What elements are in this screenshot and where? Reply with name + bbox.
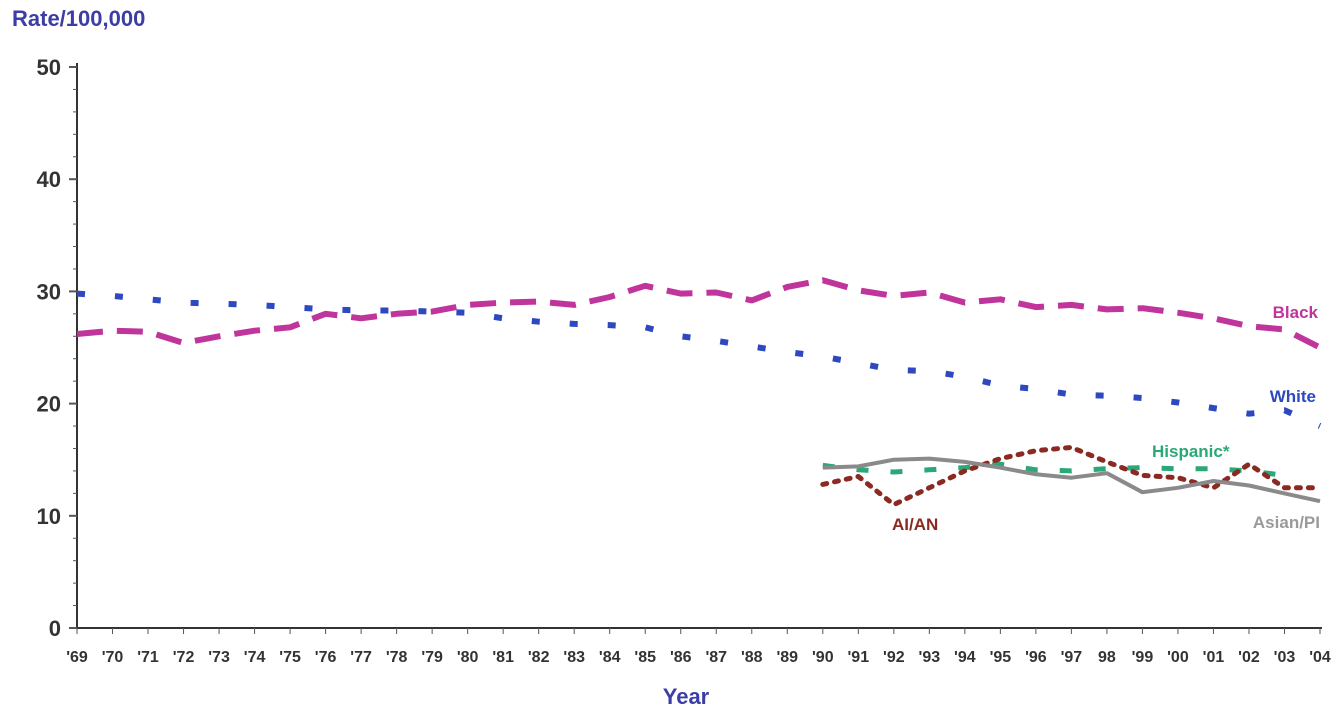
x-tick-label: '85 bbox=[634, 649, 656, 666]
x-tick-label: '00 bbox=[1167, 649, 1189, 666]
series-line-black bbox=[76, 277, 1322, 351]
x-tick-label: '78 bbox=[386, 649, 408, 666]
x-tick-label: '73 bbox=[208, 649, 230, 666]
series-label-asian-pi: Asian/PI bbox=[1253, 513, 1320, 532]
x-tick-label: '79 bbox=[421, 649, 443, 666]
x-tick-label: 98 bbox=[1098, 649, 1116, 666]
series-line-hispanic bbox=[822, 461, 1285, 478]
y-tick-label: 50 bbox=[37, 55, 61, 80]
x-tick-label: '72 bbox=[173, 649, 195, 666]
x-tick-label: '69 bbox=[66, 649, 88, 666]
x-tick-label: '88 bbox=[741, 649, 763, 666]
x-tick-label: '01 bbox=[1203, 649, 1225, 666]
y-tick-label: 40 bbox=[37, 167, 61, 192]
x-tick-label: '84 bbox=[599, 649, 621, 666]
y-tick-label: 10 bbox=[37, 504, 61, 529]
x-axis-title: Year bbox=[662, 684, 710, 709]
x-tick-label: '80 bbox=[457, 649, 479, 666]
x-tick-label: '03 bbox=[1274, 649, 1296, 666]
x-tick-label: '96 bbox=[1025, 649, 1047, 666]
y-tick-label: 0 bbox=[49, 616, 61, 641]
x-tick-label: '75 bbox=[279, 649, 301, 666]
x-tick-label: '97 bbox=[1061, 649, 1083, 666]
x-tick-label: '87 bbox=[705, 649, 727, 666]
series-line-white bbox=[76, 290, 1322, 429]
x-tick-label: '91 bbox=[848, 649, 870, 666]
y-tick-label: 20 bbox=[37, 392, 61, 417]
series-label-ai-an: AI/AN bbox=[892, 515, 938, 534]
x-tick-label: '94 bbox=[954, 649, 976, 666]
x-tick-label: '90 bbox=[812, 649, 834, 666]
x-tick-label: '81 bbox=[492, 649, 514, 666]
x-tick-label: '04 bbox=[1309, 649, 1331, 666]
x-tick-label: '77 bbox=[350, 649, 372, 666]
x-tick-label: '71 bbox=[137, 649, 159, 666]
x-tick-label: '82 bbox=[528, 649, 550, 666]
x-tick-label: '02 bbox=[1238, 649, 1260, 666]
x-tick-label: '95 bbox=[990, 649, 1012, 666]
series-label-black: Black bbox=[1273, 303, 1319, 322]
x-tick-label: '76 bbox=[315, 649, 337, 666]
x-tick-label: '70 bbox=[102, 649, 124, 666]
y-tick-label: 30 bbox=[37, 279, 61, 304]
series-label-white: White bbox=[1270, 387, 1316, 406]
x-tick-label: '74 bbox=[244, 649, 266, 666]
series-line-asian-pi bbox=[822, 456, 1321, 504]
series-label-hispanic: Hispanic* bbox=[1152, 442, 1230, 461]
x-tick-label: '92 bbox=[883, 649, 905, 666]
x-tick-label: '99 bbox=[1132, 649, 1154, 666]
x-tick-label: '83 bbox=[563, 649, 585, 666]
y-axis-title: Rate/100,000 bbox=[12, 6, 146, 31]
series-line-ai-an bbox=[820, 444, 1323, 508]
x-tick-label: '93 bbox=[919, 649, 941, 666]
x-tick-label: '86 bbox=[670, 649, 692, 666]
x-tick-label: '89 bbox=[776, 649, 798, 666]
